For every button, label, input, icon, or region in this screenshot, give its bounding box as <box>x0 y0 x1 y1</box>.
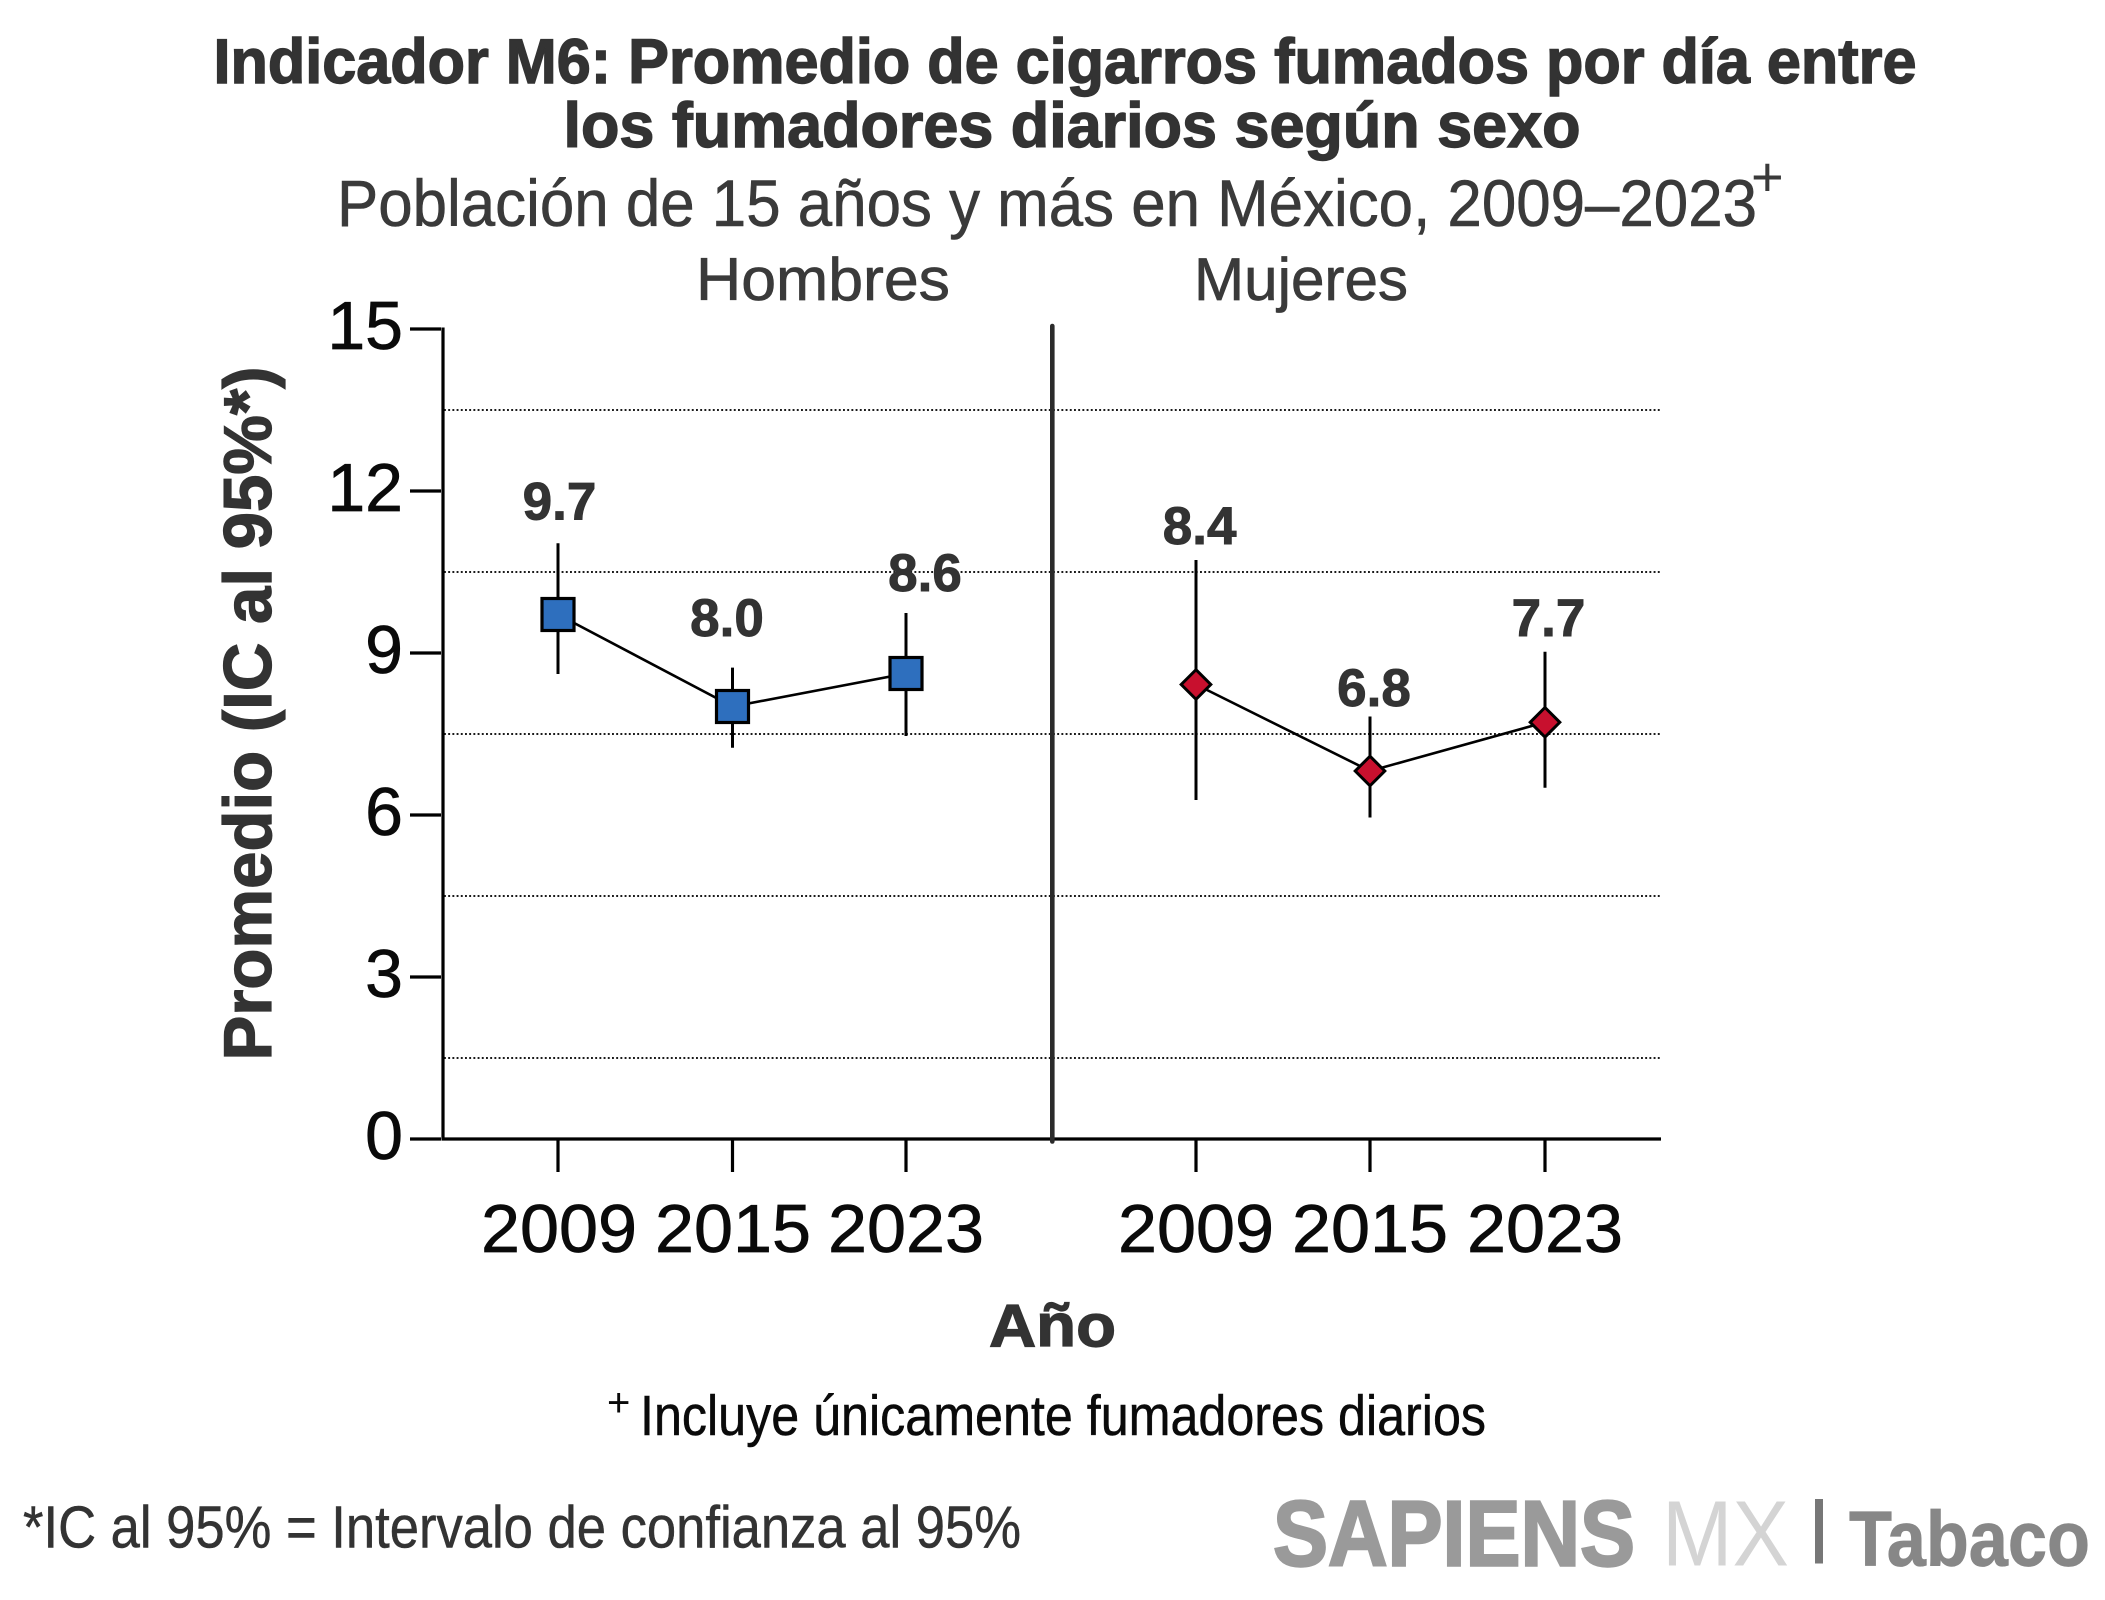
svg-text:Indicador M6: Promedio de ciga: Indicador M6: Promedio de cigarros fumad… <box>214 27 1917 97</box>
svg-text:7.7: 7.7 <box>1512 589 1586 648</box>
svg-text:9.7: 9.7 <box>523 473 597 532</box>
svg-text:MX: MX <box>1662 1482 1789 1586</box>
svg-text:9: 9 <box>365 612 403 688</box>
svg-text:Mujeres: Mujeres <box>1194 246 1408 313</box>
svg-text:+: + <box>1751 145 1784 208</box>
svg-text:2023: 2023 <box>828 1191 984 1267</box>
svg-text:15: 15 <box>327 288 403 364</box>
svg-text:6.8: 6.8 <box>1337 659 1411 718</box>
svg-text:2009: 2009 <box>481 1191 637 1267</box>
svg-text:2023: 2023 <box>1467 1191 1623 1267</box>
svg-text:12: 12 <box>327 450 403 526</box>
svg-text:SAPIENS: SAPIENS <box>1273 1482 1635 1586</box>
svg-text:Tabaco: Tabaco <box>1849 1495 2090 1583</box>
svg-text:los fumadores diarios según se: los fumadores diarios según sexo <box>564 91 1581 161</box>
svg-text:Hombres: Hombres <box>696 246 950 313</box>
svg-text:Promedio (IC al 95%*): Promedio (IC al 95%*) <box>210 367 286 1061</box>
svg-text:Población de 15 años y más en: Población de 15 años y más en México, 20… <box>337 166 1757 240</box>
svg-text:8.4: 8.4 <box>1163 497 1237 556</box>
svg-text:*IC al 95% = Intervalo de conf: *IC al 95% = Intervalo de confianza al 9… <box>23 1495 1021 1561</box>
svg-text:Incluye únicamente fumadores d: Incluye únicamente fumadores diarios <box>640 1384 1486 1448</box>
svg-text:6: 6 <box>365 774 403 850</box>
svg-text:2015: 2015 <box>655 1191 811 1267</box>
svg-text:3: 3 <box>365 936 403 1012</box>
svg-text:8.0: 8.0 <box>690 589 764 648</box>
svg-text:8.6: 8.6 <box>888 544 962 603</box>
svg-text:2015: 2015 <box>1292 1191 1448 1267</box>
svg-text:+: + <box>607 1381 630 1425</box>
svg-text:Año: Año <box>989 1293 1116 1360</box>
svg-text:2009: 2009 <box>1118 1191 1274 1267</box>
svg-text:0: 0 <box>365 1098 403 1174</box>
